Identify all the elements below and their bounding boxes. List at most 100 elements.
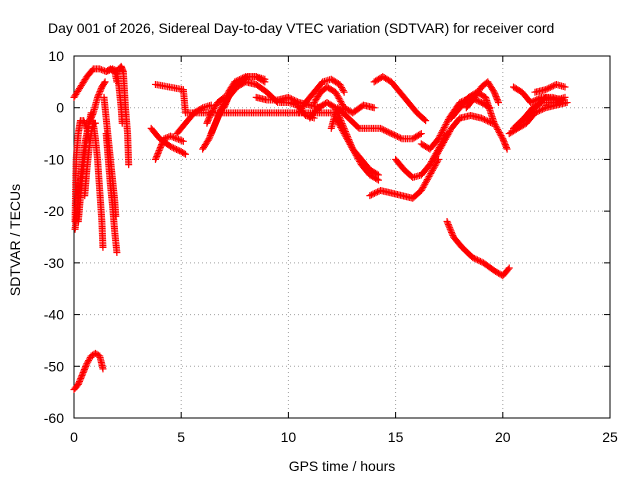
data-point [383,127,391,135]
data-point [440,138,448,146]
data-point [94,93,102,101]
y-tick-labels: 10 0 -10 -20 -30 -40 -50 -60 [44,48,64,426]
data-point [492,122,500,130]
data-point [528,98,536,106]
data-point [76,376,84,384]
data-point [337,98,345,106]
data-point [491,90,499,98]
data-point [429,165,437,173]
data-point [154,150,162,158]
data-point [479,115,487,123]
series-track-38 [531,80,569,96]
data-point [204,116,212,124]
data-point [99,365,107,373]
y-tick-label: 0 [56,100,64,116]
series-track-12 [70,349,107,394]
x-tick-label: 5 [177,429,185,445]
data-point [475,257,483,265]
data-point [389,130,397,138]
data-point [97,86,105,94]
data-point [495,127,503,135]
data-point [440,137,448,145]
data-point [170,144,178,152]
x-tick-label: 0 [70,429,78,445]
data-point [166,132,174,140]
data-point [337,123,345,131]
data-point [537,106,545,114]
data-point [434,135,442,143]
data-point [344,137,352,145]
x-tick-labels: 0 5 10 15 20 25 [70,429,618,445]
data-point [437,130,445,138]
data-point [369,190,377,198]
data-point [439,127,447,135]
data-point [446,128,454,136]
data-point [85,357,93,365]
data-point [82,361,90,369]
data-point [499,135,507,143]
data-point [428,168,436,176]
data-point [482,116,490,124]
data-point [434,148,442,156]
data-point [338,101,346,109]
data-point [536,107,544,115]
data-point [417,186,425,194]
data-point [87,109,95,117]
data-point [378,125,386,133]
data-point [209,125,217,133]
data-point [480,116,488,124]
data-point [335,120,343,128]
data-point [113,249,121,257]
data-point [491,121,499,129]
data-point [163,133,171,141]
data-point [221,101,229,109]
data-point [80,366,88,374]
data-point [204,136,212,144]
series-track-06 [89,119,107,251]
series-track-27 [370,73,430,125]
series-track-isolated [151,80,340,132]
data-point [95,90,103,98]
data-point [477,114,485,122]
data-point [339,87,347,95]
data-point [497,132,505,140]
data-point [395,133,403,141]
data-point [222,99,230,107]
series-track-33 [462,78,503,112]
data-point [501,141,509,149]
data-point [490,88,498,96]
series-track-23 [310,83,378,117]
data-point [505,264,513,272]
data-point [209,126,217,134]
data-point [205,115,213,123]
data-point [561,83,569,91]
series-track-39 [520,99,565,122]
data-point [153,151,161,159]
data-point [445,129,453,137]
data-point [347,142,355,150]
data-point [474,97,482,105]
data-point [205,135,213,143]
data-point [83,360,91,368]
data-point [472,255,480,263]
data-point [500,138,508,146]
data-point [332,88,340,96]
data-point [101,78,109,86]
data-point [392,132,400,140]
data-point [334,93,342,101]
data-point [387,130,395,138]
data-point [346,140,354,148]
data-point [536,99,544,107]
data-point [495,129,503,137]
data-point [502,144,510,152]
data-point [171,145,179,153]
data-point [545,84,553,92]
data-point [176,136,184,144]
data-point [225,93,233,101]
data-point [205,113,213,121]
data-point [444,219,452,227]
data-point [425,172,433,180]
data-point [95,89,103,97]
data-point [436,132,444,140]
y-axis-label: SDTVAR / TECUs [7,184,23,296]
